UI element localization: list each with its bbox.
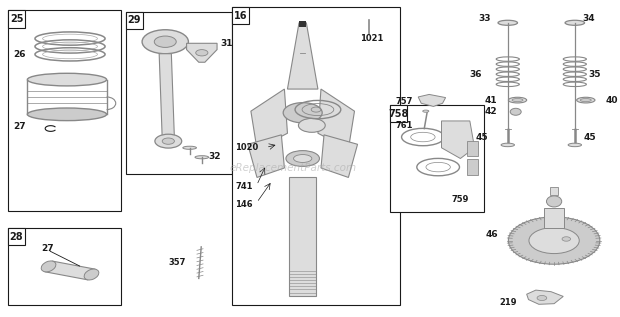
- Text: 45: 45: [584, 133, 596, 142]
- Ellipse shape: [183, 146, 197, 149]
- Circle shape: [154, 36, 176, 48]
- Text: 357: 357: [168, 258, 185, 267]
- Bar: [389, 105, 407, 122]
- Text: eReplacementParts.com: eReplacementParts.com: [229, 163, 356, 173]
- Polygon shape: [418, 94, 446, 107]
- Bar: [550, 187, 559, 195]
- Polygon shape: [321, 135, 358, 178]
- Text: 741: 741: [236, 182, 253, 191]
- Text: 32: 32: [208, 152, 221, 161]
- Bar: [232, 7, 249, 24]
- Ellipse shape: [508, 97, 526, 103]
- Ellipse shape: [41, 261, 56, 272]
- Polygon shape: [288, 23, 318, 89]
- Circle shape: [162, 138, 174, 144]
- Text: 46: 46: [486, 230, 498, 239]
- Bar: [8, 228, 25, 245]
- Text: 759: 759: [452, 195, 469, 204]
- Ellipse shape: [546, 196, 562, 207]
- Text: 42: 42: [485, 107, 497, 116]
- Text: 1021: 1021: [360, 34, 384, 43]
- Bar: [126, 12, 143, 29]
- Text: 26: 26: [13, 50, 25, 59]
- Text: 31: 31: [220, 39, 232, 48]
- Ellipse shape: [27, 108, 107, 121]
- Text: 35: 35: [588, 70, 601, 79]
- Ellipse shape: [195, 156, 209, 159]
- Circle shape: [155, 134, 182, 148]
- Ellipse shape: [423, 110, 429, 112]
- Circle shape: [508, 217, 600, 264]
- Circle shape: [196, 50, 208, 56]
- Bar: [467, 159, 478, 175]
- Text: 219: 219: [500, 298, 517, 307]
- Text: 41: 41: [485, 96, 497, 105]
- Text: 146: 146: [236, 200, 253, 209]
- Bar: [8, 10, 25, 28]
- Text: 16: 16: [234, 11, 247, 21]
- Text: 758: 758: [388, 108, 408, 119]
- Text: 29: 29: [128, 16, 141, 25]
- Text: 25: 25: [10, 14, 24, 24]
- Ellipse shape: [577, 97, 595, 103]
- Polygon shape: [318, 89, 355, 149]
- Ellipse shape: [27, 73, 107, 86]
- Ellipse shape: [293, 155, 312, 162]
- Polygon shape: [251, 89, 288, 149]
- Ellipse shape: [565, 20, 585, 25]
- Circle shape: [283, 103, 322, 123]
- Text: 28: 28: [10, 232, 24, 242]
- Bar: [126, 12, 232, 174]
- Ellipse shape: [512, 99, 523, 102]
- Bar: [8, 10, 121, 210]
- Bar: [467, 140, 478, 156]
- Polygon shape: [526, 290, 563, 304]
- Bar: [299, 21, 306, 27]
- Text: 34: 34: [582, 14, 595, 23]
- Text: 757: 757: [396, 97, 413, 106]
- Ellipse shape: [84, 269, 99, 280]
- Bar: [544, 208, 564, 228]
- Circle shape: [142, 30, 188, 54]
- Circle shape: [562, 237, 570, 241]
- Polygon shape: [187, 43, 217, 62]
- Ellipse shape: [501, 143, 515, 147]
- Circle shape: [537, 295, 547, 301]
- Text: 45: 45: [476, 133, 489, 142]
- Bar: [389, 105, 484, 212]
- Bar: [8, 228, 121, 305]
- Polygon shape: [248, 135, 285, 178]
- Text: 27: 27: [42, 244, 54, 253]
- Circle shape: [529, 228, 579, 254]
- Text: 36: 36: [469, 70, 482, 79]
- Bar: [290, 178, 316, 296]
- Polygon shape: [159, 54, 174, 138]
- Text: 33: 33: [478, 14, 490, 23]
- Circle shape: [298, 119, 326, 132]
- Ellipse shape: [580, 99, 591, 102]
- Text: 40: 40: [606, 96, 618, 105]
- Ellipse shape: [498, 20, 518, 25]
- Ellipse shape: [568, 143, 582, 147]
- Text: 27: 27: [13, 122, 25, 132]
- Text: 761: 761: [396, 121, 413, 130]
- Ellipse shape: [286, 151, 319, 166]
- Text: 1020: 1020: [236, 143, 259, 152]
- Bar: [232, 7, 400, 305]
- Polygon shape: [441, 121, 474, 158]
- Ellipse shape: [510, 108, 521, 115]
- Polygon shape: [45, 261, 95, 280]
